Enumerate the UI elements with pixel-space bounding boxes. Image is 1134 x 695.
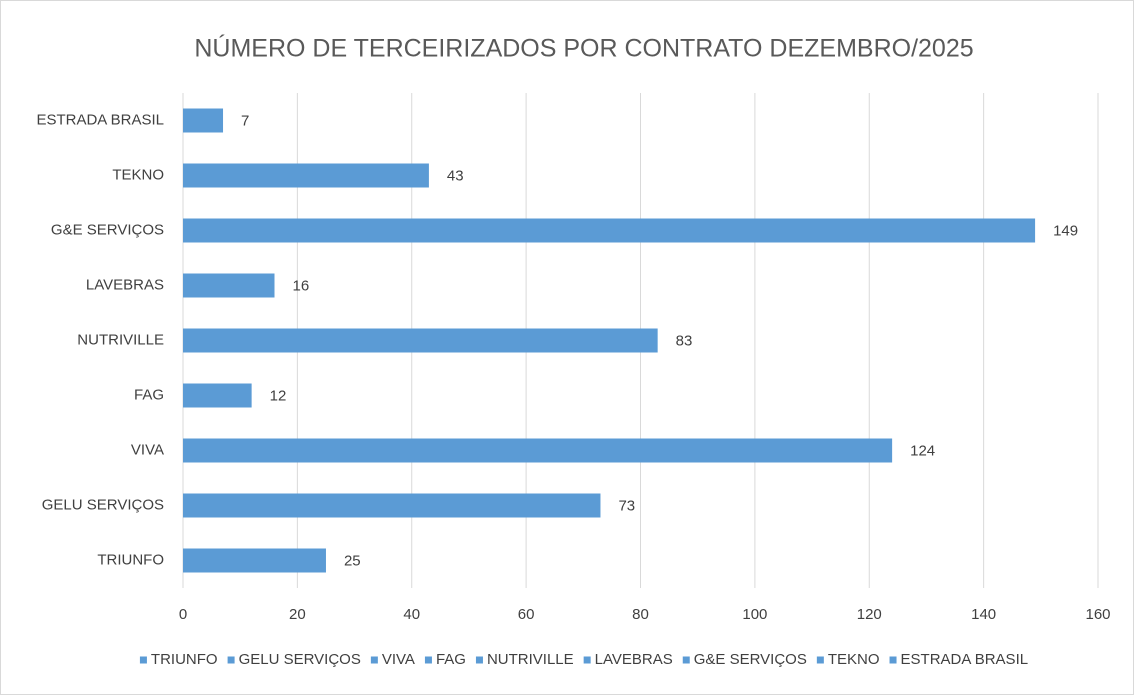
x-tick-label: 80 — [632, 606, 649, 623]
x-tick-label: 140 — [971, 606, 996, 623]
y-tick-label: GELU SERVIÇOS — [42, 496, 164, 513]
bar — [183, 493, 601, 518]
legend-label: FAG — [436, 651, 466, 668]
bar — [183, 218, 1036, 243]
x-tick-label: 160 — [1085, 606, 1110, 623]
data-label: 149 — [1053, 222, 1078, 239]
legend-label: VIVA — [382, 651, 415, 668]
legend-label: NUTRIVILLE — [487, 651, 574, 668]
x-tick-label: 40 — [403, 606, 420, 623]
x-tick-label: 60 — [518, 606, 535, 623]
legend-marker — [889, 656, 897, 664]
legend-marker — [682, 656, 690, 664]
legend-label: TEKNO — [828, 651, 880, 668]
legend-marker — [583, 656, 591, 664]
data-label: 43 — [447, 167, 464, 184]
data-label: 16 — [293, 277, 310, 294]
legend-label: TRIUNFO — [151, 651, 218, 668]
y-tick-label: ESTRADA BRASIL — [36, 111, 164, 128]
y-tick-label: VIVA — [131, 441, 164, 458]
y-tick-label: NUTRIVILLE — [77, 331, 164, 348]
legend-label: GELU SERVIÇOS — [239, 651, 361, 668]
legend-label: G&E SERVIÇOS — [694, 651, 807, 668]
y-tick-label: FAG — [134, 386, 164, 403]
data-label: 25 — [344, 552, 361, 569]
x-tick-label: 100 — [742, 606, 767, 623]
legend-label: LAVEBRAS — [595, 651, 673, 668]
data-label: 73 — [618, 497, 635, 514]
y-tick-label: TEKNO — [112, 166, 164, 183]
bar — [183, 273, 275, 298]
data-label: 124 — [910, 442, 935, 459]
x-tick-label: 0 — [179, 606, 187, 623]
legend-marker — [370, 656, 378, 664]
y-tick-label: LAVEBRAS — [86, 276, 164, 293]
legend-marker — [816, 656, 824, 664]
legend-label: ESTRADA BRASIL — [901, 651, 1029, 668]
data-label: 12 — [270, 387, 287, 404]
bar — [183, 163, 429, 188]
bar — [183, 108, 224, 133]
bar — [183, 328, 658, 353]
chart-title: NÚMERO DE TERCEIRIZADOS POR CONTRATO DEZ… — [194, 34, 973, 63]
data-label: 7 — [241, 112, 249, 129]
legend-marker — [139, 656, 147, 664]
data-label: 83 — [676, 332, 693, 349]
legend-marker — [227, 656, 235, 664]
legend-marker — [424, 656, 432, 664]
bar — [183, 438, 893, 463]
x-tick-label: 120 — [857, 606, 882, 623]
legend-marker — [475, 656, 483, 664]
bar — [183, 548, 326, 573]
x-tick-label: 20 — [289, 606, 306, 623]
y-tick-label: TRIUNFO — [97, 551, 164, 568]
y-tick-label: G&E SERVIÇOS — [51, 221, 164, 238]
bar — [183, 383, 252, 408]
